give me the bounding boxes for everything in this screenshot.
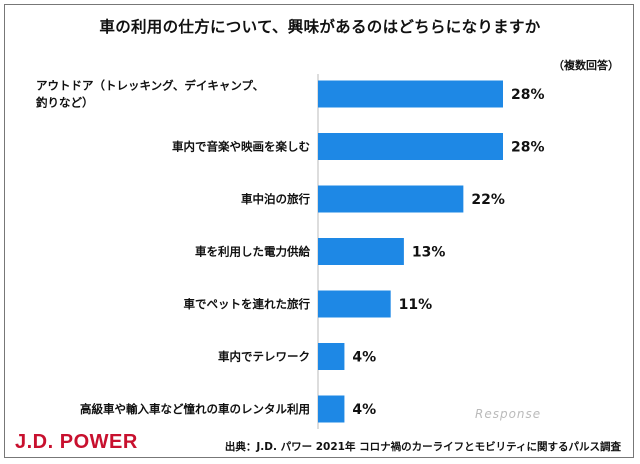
value-label-2: 22% <box>471 192 505 208</box>
bar-2 <box>318 185 464 213</box>
value-label-1: 28% <box>511 140 545 156</box>
category-label-3-0: 車を利用した電力供給 <box>195 245 310 259</box>
bar-0 <box>318 80 503 108</box>
bars-group: 28% アウトドア（トレッキング、デイキャンプ、釣りなど） 28% 車内で音楽や映画を… <box>36 79 545 423</box>
chart-title: 車の利用の仕方について、興味があるのはどちらになりますか <box>99 18 541 36</box>
bar-4 <box>318 290 391 318</box>
category-label-4-0: 車でペットを連れた旅行 <box>184 297 311 311</box>
bar-1 <box>318 133 503 160</box>
multiple-answer-note: （複数回答） <box>553 59 619 72</box>
source-note: 出典：J.D. パワー 2021年 コロナ禍のカーライフとモビリティに関するパル… <box>224 441 621 453</box>
category-label-1-0: 車内で音楽や映画を楽しむ <box>172 140 310 154</box>
category-label-0-1: 釣りなど） <box>36 96 94 110</box>
bar-6 <box>318 395 345 423</box>
category-label-6-0: 高級車や輸入車など憧れの車のレンタル利用 <box>80 402 310 416</box>
value-label-3: 13% <box>412 245 446 261</box>
watermark: Response <box>475 407 542 421</box>
value-label-6: 4% <box>352 402 376 418</box>
category-label-2-0: 車中泊の旅行 <box>241 192 310 206</box>
category-label-0-0: アウトドア（トレッキング、デイキャンプ、 <box>36 79 264 93</box>
chart-frame: 車の利用の仕方について、興味があるのはどちらになりますか （複数回答） Resp… <box>4 4 634 458</box>
value-label-4: 11% <box>399 297 433 313</box>
bar-3 <box>318 238 404 265</box>
category-label-5-0: 車内でテレワーク <box>218 350 310 364</box>
value-label-0: 28% <box>511 87 545 103</box>
bar-5 <box>318 343 345 370</box>
jd-power-logo: J.D. POWER <box>15 431 138 453</box>
value-label-5: 4% <box>352 350 376 366</box>
